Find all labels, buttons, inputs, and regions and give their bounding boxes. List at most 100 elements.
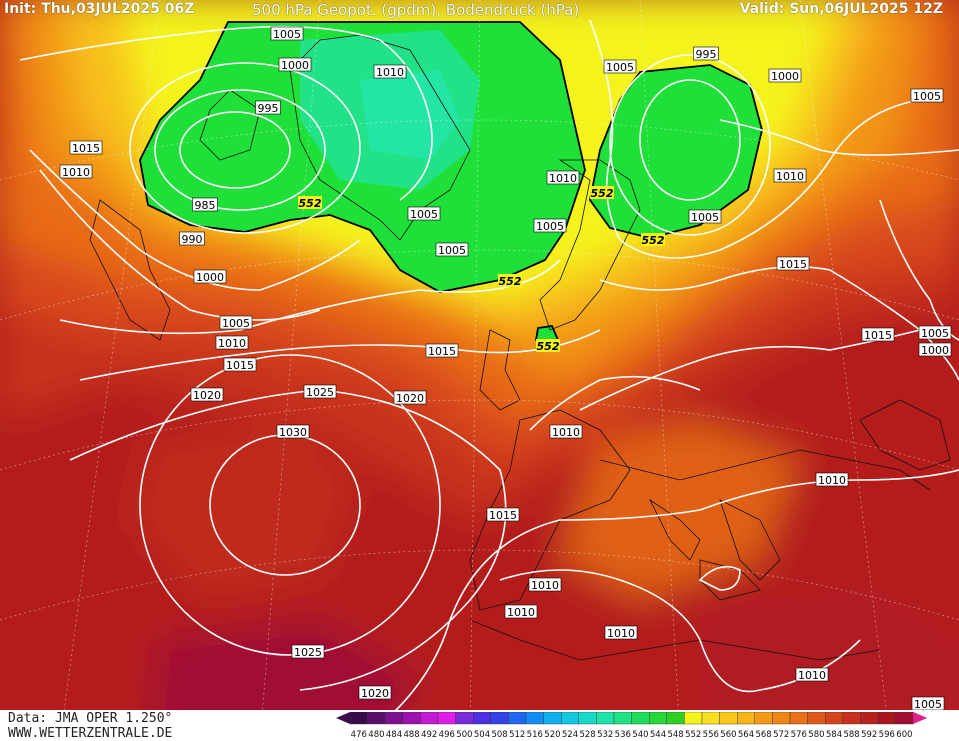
legend-tick-label: 552: [685, 730, 701, 740]
svg-text:1005: 1005: [913, 90, 941, 103]
svg-text:552: 552: [591, 187, 614, 200]
isobar-label: 1020: [393, 390, 427, 405]
color-legend: 476 480 484 488 492 496 500 504 508 512 516 520 524 5…: [336, 712, 928, 740]
svg-text:1005: 1005: [921, 327, 949, 340]
svg-text:1010: 1010: [607, 627, 635, 640]
isobar-label: 1005: [270, 26, 304, 41]
legend-swatch: [825, 712, 844, 725]
legend-right-arrow: [913, 712, 928, 724]
legend-tick-label: 548: [667, 730, 683, 740]
svg-text:1010: 1010: [798, 669, 826, 682]
legend-tick-label: 536: [615, 730, 631, 740]
svg-text:1030: 1030: [279, 426, 307, 439]
legend-swatch: [402, 712, 421, 725]
trough-areas: [140, 22, 762, 346]
svg-text:1010: 1010: [507, 606, 535, 619]
isobar-label: 1015: [776, 256, 810, 271]
legend-swatch: [772, 712, 791, 725]
legend-swatch: [420, 712, 439, 725]
isobar-label: 1015: [69, 140, 103, 155]
isobar-label: 1010: [504, 604, 538, 619]
isobar-label: 1020: [190, 387, 224, 402]
init-time: Init: Thu,03JUL2025 06Z: [4, 1, 195, 17]
isobar-label: 1000: [918, 342, 952, 357]
svg-text:1005: 1005: [914, 698, 942, 711]
legend-tick-label: 540: [632, 730, 648, 740]
legend-tick-label: 588: [843, 730, 859, 740]
isobar-label: 1010: [373, 64, 407, 79]
legend-swatch: [543, 712, 562, 725]
legend-swatch: [525, 712, 544, 725]
isobar-label: 1005: [911, 696, 945, 711]
svg-text:1015: 1015: [226, 359, 254, 372]
svg-text:1000: 1000: [281, 59, 309, 72]
legend-tick-label: 572: [773, 730, 789, 740]
isobar-label: 1005: [688, 209, 722, 224]
isobar-label: 1005: [533, 218, 567, 233]
legend-tick-label: 512: [509, 730, 525, 740]
isobar-label: 1010: [59, 164, 93, 179]
legend-swatch: [684, 712, 703, 725]
isobar-label: 1010: [528, 577, 562, 592]
legend-swatch: [877, 712, 896, 725]
legend-swatch: [666, 712, 685, 725]
isobar-label: 985: [192, 197, 218, 212]
legend-tick-label: 544: [650, 730, 666, 740]
legend-left-arrow: [336, 712, 350, 724]
legend-tick-label: 524: [562, 730, 578, 740]
svg-text:1005: 1005: [273, 28, 301, 41]
svg-text:552: 552: [537, 340, 560, 353]
isobar-label: 990: [179, 231, 205, 246]
svg-text:1010: 1010: [818, 474, 846, 487]
legend-tick-label: 556: [703, 730, 719, 740]
website: WWW.WETTERZENTRALE.DE: [8, 726, 173, 741]
svg-text:1005: 1005: [691, 211, 719, 224]
isobar-label: 1025: [291, 644, 325, 659]
isobar-label: 1015: [425, 343, 459, 358]
legend-tick-label: 488: [403, 730, 419, 740]
legend-swatch: [455, 712, 474, 725]
svg-text:1005: 1005: [606, 61, 634, 74]
legend-swatch: [754, 712, 773, 725]
legend-tick-label: 528: [579, 730, 595, 740]
legend-tick-label: 560: [720, 730, 736, 740]
isobar-label: 1015: [861, 327, 895, 342]
isobar-label: 1000: [768, 68, 802, 83]
svg-text:1025: 1025: [306, 386, 334, 399]
legend-swatch: [719, 712, 738, 725]
svg-text:985: 985: [195, 199, 216, 212]
legend-swatch: [490, 712, 509, 725]
isobar-label: 1010: [604, 625, 638, 640]
legend-swatch: [578, 712, 597, 725]
isobar-label: 1010: [546, 170, 580, 185]
svg-text:990: 990: [182, 233, 203, 246]
legend-tick-label: 576: [791, 730, 807, 740]
isobars: [19, 19, 959, 741]
legend-tick-label: 480: [368, 730, 384, 740]
isobar-label: 995: [255, 100, 281, 115]
legend-tick-label: 476: [351, 730, 367, 740]
svg-text:1020: 1020: [361, 687, 389, 700]
legend-tick-label: 504: [474, 730, 490, 740]
svg-text:552: 552: [642, 234, 665, 247]
legend-tick-label: 496: [439, 730, 455, 740]
svg-text:1010: 1010: [218, 337, 246, 350]
legend-swatch: [613, 712, 632, 725]
svg-text:1010: 1010: [549, 172, 577, 185]
legend-tick-label: 500: [456, 730, 472, 740]
isobar-label: 1010: [795, 667, 829, 682]
svg-text:552: 552: [499, 275, 522, 288]
legend-swatch: [437, 712, 456, 725]
legend-swatch: [472, 712, 491, 725]
svg-text:1015: 1015: [489, 509, 517, 522]
legend-swatch: [895, 712, 914, 725]
legend-swatch: [349, 712, 368, 725]
svg-text:1005: 1005: [536, 220, 564, 233]
legend-tick-label: 568: [755, 730, 771, 740]
header: Init: Thu,03JUL2025 06Z 500 hPa Geopot. …: [0, 0, 959, 22]
isobar-label: 1020: [358, 685, 392, 700]
svg-text:1005: 1005: [222, 317, 250, 330]
contour-label: 552: [298, 196, 322, 210]
legend-tick-label: 516: [527, 730, 543, 740]
svg-text:995: 995: [258, 102, 279, 115]
